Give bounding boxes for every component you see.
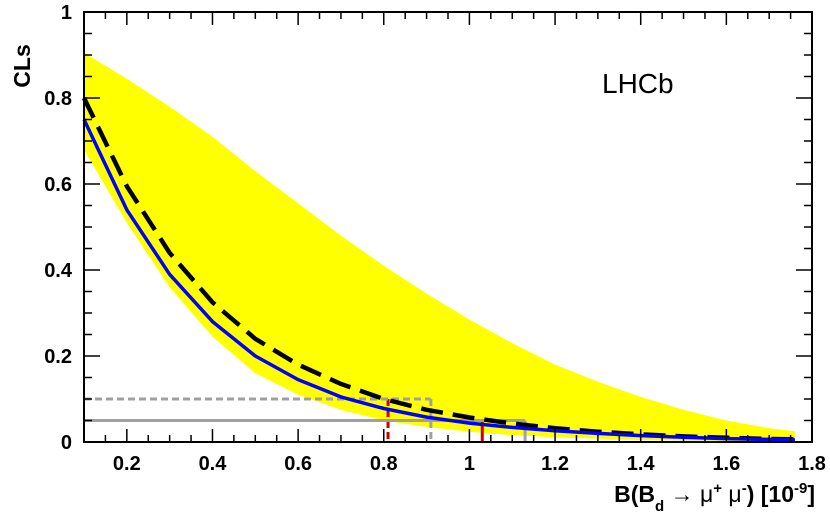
tick-label-layer: 0.2 0.4 0.6 0.8 1 1.2 1.4 1.6 1.8 0 0.2 0.4 0.6 0.8 1	[44, 2, 826, 475]
x-axis-title: B(Bd → μ+ μ-) [10-9]	[614, 480, 815, 515]
x-tick-label: 1.4	[627, 453, 656, 475]
experiment-label: LHCb	[602, 68, 674, 99]
expected-band	[84, 52, 795, 442]
y-tick-label: 0.6	[44, 174, 72, 196]
y-tick-label: 0.2	[44, 346, 72, 368]
tick-layer	[83, 11, 813, 443]
x-tick-label: 1.6	[712, 453, 740, 475]
x-tick-label: 1.8	[798, 453, 826, 475]
x-tick-label: 0.6	[284, 453, 312, 475]
y-tick-label: 0	[61, 432, 72, 454]
x-tick-label: 0.8	[370, 453, 398, 475]
x-tick-label: 0.4	[199, 453, 228, 475]
y-tick-label: 0.4	[44, 260, 73, 282]
expected-band-layer	[84, 52, 795, 442]
y-axis-title: CLs	[9, 44, 35, 87]
series-line-observed	[82, 118, 795, 442]
y-tick-label: 1	[61, 2, 72, 24]
x-tick-label: 1.2	[541, 453, 569, 475]
y-tick-label: 0.8	[44, 88, 72, 110]
series-layer	[81, 97, 795, 442]
x-tick-label: 0.2	[113, 453, 141, 475]
x-tick-label: 1	[464, 453, 475, 475]
